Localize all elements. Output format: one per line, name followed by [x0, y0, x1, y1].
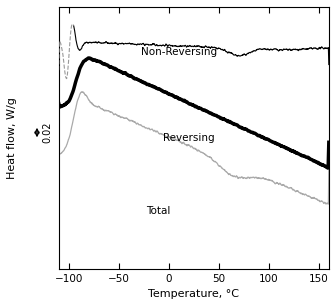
Text: Total: Total [146, 206, 171, 216]
Text: 0.02: 0.02 [43, 122, 53, 143]
Text: Reversing: Reversing [163, 133, 214, 143]
Y-axis label: Heat flow, W/g: Heat flow, W/g [7, 97, 17, 179]
Text: Non-Reversing: Non-Reversing [141, 47, 217, 57]
X-axis label: Temperature, °C: Temperature, °C [148, 289, 239, 299]
